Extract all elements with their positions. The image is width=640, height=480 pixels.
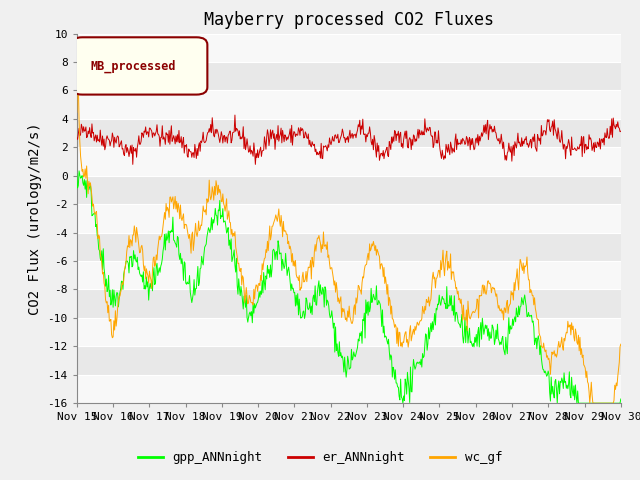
Text: MB_processed: MB_processed (90, 60, 176, 73)
Bar (77, 318, 621, 347)
FancyBboxPatch shape (72, 37, 207, 95)
Bar (77, 204, 621, 233)
Bar (77, 147, 621, 176)
Legend: gpp_ANNnight, er_ANNnight, wc_gf: gpp_ANNnight, er_ANNnight, wc_gf (132, 446, 508, 469)
Bar (77, 289, 621, 318)
Bar (77, 119, 621, 147)
Bar (77, 176, 621, 204)
Y-axis label: CO2 Flux (urology/m2/s): CO2 Flux (urology/m2/s) (28, 122, 42, 315)
Bar (77, 90, 621, 119)
Title: Mayberry processed CO2 Fluxes: Mayberry processed CO2 Fluxes (204, 11, 494, 29)
Bar (77, 375, 621, 403)
Bar (77, 62, 621, 90)
Bar (77, 34, 621, 62)
Bar (77, 261, 621, 289)
Bar (77, 233, 621, 261)
Bar (77, 347, 621, 375)
